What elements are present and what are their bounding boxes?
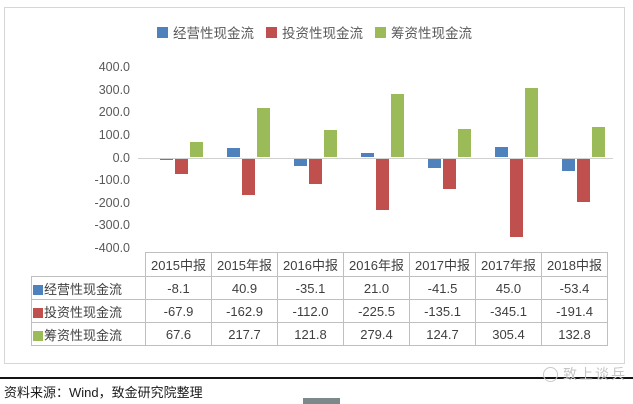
bar-经营性现金流-2017年报 bbox=[495, 147, 508, 158]
bar-投资性现金流-2016年报 bbox=[376, 158, 389, 210]
bar-经营性现金流-2016中报 bbox=[294, 158, 307, 167]
row-swatch-icon bbox=[33, 307, 43, 318]
row-label: 投资性现金流 bbox=[31, 299, 146, 323]
value-cell: -135.1 bbox=[409, 299, 476, 323]
legend-label: 经营性现金流 bbox=[173, 26, 254, 41]
column-header: 2016年报 bbox=[343, 252, 410, 277]
value-cell: -191.4 bbox=[541, 299, 608, 323]
bar-投资性现金流-2017年报 bbox=[510, 158, 523, 237]
footer-divider bbox=[0, 377, 633, 379]
y-tick-label: -200.0 bbox=[94, 195, 130, 210]
table-row: 经营性现金流 -8.1 40.9 -35.1 21.0 -41.5 45.0 -53.4 bbox=[31, 276, 608, 300]
legend-item-0: 经营性现金流 bbox=[157, 22, 254, 42]
bar-经营性现金流-2017中报 bbox=[428, 158, 441, 168]
bar-经营性现金流-2015中报 bbox=[160, 158, 173, 161]
watermark-logo-icon bbox=[543, 366, 558, 382]
value-cell: 279.4 bbox=[343, 322, 410, 346]
table-corner-cell bbox=[32, 253, 146, 277]
watermark: 致上谈兵 bbox=[543, 364, 627, 384]
plot-area bbox=[138, 67, 613, 248]
legend-item-1: 投资性现金流 bbox=[266, 22, 363, 42]
row-label: 经营性现金流 bbox=[31, 276, 146, 300]
value-cell: 67.6 bbox=[145, 322, 212, 346]
value-cell: 121.8 bbox=[277, 322, 344, 346]
y-tick-label: 200.0 bbox=[98, 105, 130, 120]
bar-筹资性现金流-2016中报 bbox=[324, 129, 337, 158]
table-row: 投资性现金流 -67.9 -162.9 -112.0 -225.5 -135.1 -345.… bbox=[31, 299, 608, 323]
y-tick-label: 300.0 bbox=[98, 82, 130, 97]
table-row: 筹资性现金流 67.6 217.7 121.8 279.4 124.7 305.4 132.8 bbox=[31, 322, 608, 346]
column-header: 2018中报 bbox=[541, 252, 608, 277]
value-cell: -345.1 bbox=[475, 299, 542, 323]
value-cell: 21.0 bbox=[343, 276, 410, 300]
bar-筹资性现金流-2018中报 bbox=[592, 127, 605, 158]
column-header: 2015年报 bbox=[211, 252, 278, 277]
y-tick-label: -100.0 bbox=[94, 173, 130, 188]
y-axis: 400.0 300.0 200.0 100.0 0.0 -100.0 -200.0 -300.… bbox=[5, 60, 136, 255]
bar-筹资性现金流-2015中报 bbox=[190, 142, 203, 158]
bar-经营性现金流-2016年报 bbox=[361, 152, 374, 158]
legend-swatch-icon bbox=[375, 26, 386, 38]
bar-投资性现金流-2015年报 bbox=[242, 158, 255, 196]
column-header: 2015中报 bbox=[145, 252, 212, 277]
bottom-scroll-indicator bbox=[303, 398, 340, 404]
y-tick-label: -400.0 bbox=[94, 241, 130, 255]
legend-label: 筹资性现金流 bbox=[391, 26, 472, 41]
bar-经营性现金流-2015年报 bbox=[227, 148, 240, 158]
value-cell: -53.4 bbox=[541, 276, 608, 300]
value-cell: 45.0 bbox=[475, 276, 542, 300]
value-cell: -41.5 bbox=[409, 276, 476, 300]
data-table: 2015中报 2015年报 2016中报 2016年报 2017中报 2017年报 2018… bbox=[31, 252, 608, 346]
table-header-row: 2015中报 2015年报 2016中报 2016年报 2017中报 2017年报 2018… bbox=[32, 252, 608, 277]
legend-item-2: 筹资性现金流 bbox=[375, 22, 472, 42]
column-header: 2017中报 bbox=[409, 252, 476, 277]
source-text: 资料来源：Wind，致金研究院整理 bbox=[4, 385, 203, 400]
value-cell: -112.0 bbox=[277, 299, 344, 323]
bar-筹资性现金流-2017年报 bbox=[525, 88, 538, 158]
bar-投资性现金流-2016中报 bbox=[309, 158, 322, 184]
bar-筹资性现金流-2016年报 bbox=[391, 94, 404, 158]
bar-投资性现金流-2018中报 bbox=[577, 158, 590, 202]
value-cell: 305.4 bbox=[475, 322, 542, 346]
row-swatch-icon bbox=[33, 330, 43, 341]
bar-投资性现金流-2017中报 bbox=[443, 158, 456, 190]
y-tick-label: 100.0 bbox=[98, 127, 130, 142]
legend-label: 投资性现金流 bbox=[282, 26, 363, 41]
value-cell: 124.7 bbox=[409, 322, 476, 346]
row-swatch-icon bbox=[33, 284, 43, 295]
value-cell: -8.1 bbox=[145, 276, 212, 300]
value-cell: 217.7 bbox=[211, 322, 278, 346]
value-cell: 40.9 bbox=[211, 276, 278, 300]
y-tick-label: -300.0 bbox=[94, 218, 130, 233]
bar-筹资性现金流-2017中报 bbox=[458, 129, 471, 158]
legend-swatch-icon bbox=[266, 26, 277, 38]
value-cell: -162.9 bbox=[211, 299, 278, 323]
legend-swatch-icon bbox=[157, 26, 168, 38]
row-label: 筹资性现金流 bbox=[31, 322, 146, 346]
value-cell: -35.1 bbox=[277, 276, 344, 300]
value-cell: -225.5 bbox=[343, 299, 410, 323]
column-header: 2017年报 bbox=[475, 252, 542, 277]
watermark-text: 致上谈兵 bbox=[563, 366, 627, 382]
bar-投资性现金流-2015中报 bbox=[175, 158, 188, 174]
chart-legend: 经营性现金流 投资性现金流 筹资性现金流 bbox=[5, 22, 624, 42]
value-cell: 132.8 bbox=[541, 322, 608, 346]
y-tick-label: 400.0 bbox=[98, 60, 130, 74]
y-tick-label: 0.0 bbox=[112, 150, 130, 165]
bar-筹资性现金流-2015年报 bbox=[257, 108, 270, 158]
value-cell: -67.9 bbox=[145, 299, 212, 323]
zero-axis-line bbox=[138, 158, 613, 159]
bar-经营性现金流-2018中报 bbox=[562, 158, 575, 171]
column-header: 2016中报 bbox=[277, 252, 344, 277]
